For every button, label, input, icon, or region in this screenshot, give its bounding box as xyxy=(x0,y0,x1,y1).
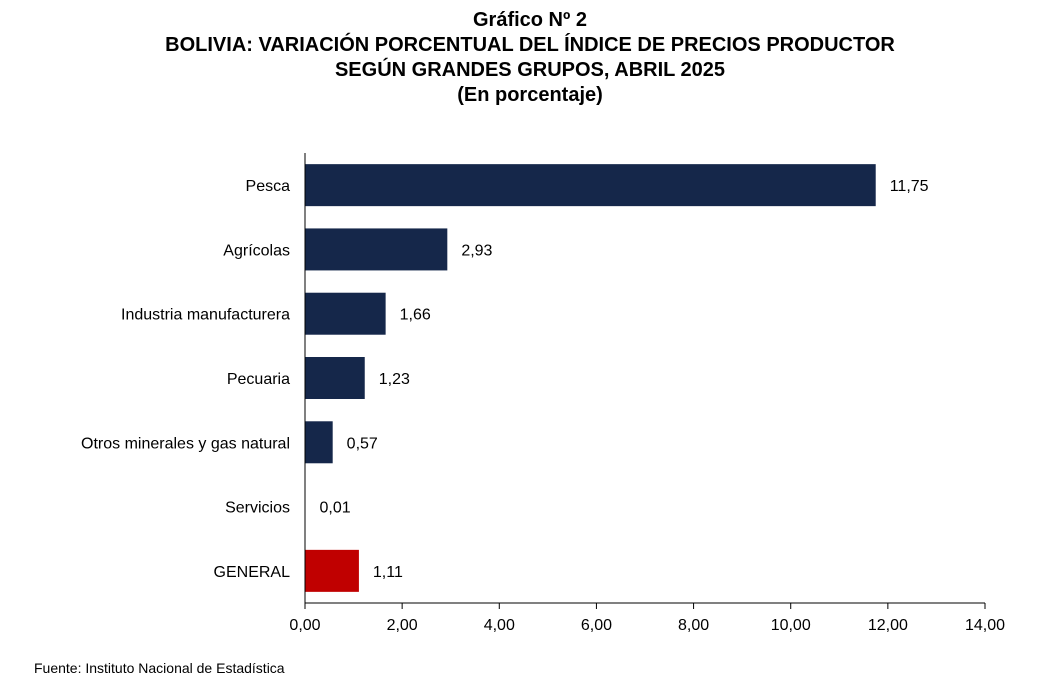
x-tick-label: 8,00 xyxy=(678,617,709,634)
bar xyxy=(305,228,448,271)
chart-title-line-1: BOLIVIA: VARIACIÓN PORCENTUAL DEL ÍNDICE… xyxy=(165,34,895,56)
chart-title-line-2: SEGÚN GRANDES GRUPOS, ABRIL 2025 xyxy=(334,59,726,81)
data-label: 1,11 xyxy=(373,564,403,581)
x-tick-label: 14,00 xyxy=(965,617,1005,634)
x-tick-label: 4,00 xyxy=(484,617,515,634)
bar xyxy=(305,164,876,207)
chart-titles: Gráfico Nº 2 BOLIVIA: VARIACIÓN PORCENTU… xyxy=(0,8,1042,108)
bar xyxy=(305,421,333,464)
data-label: 2,93 xyxy=(461,242,492,259)
data-label: 1,66 xyxy=(400,307,431,324)
category-label: Otros minerales y gas natural xyxy=(81,435,290,452)
figure-label: Gráfico Nº 2 xyxy=(472,9,587,31)
category-label: Servicios xyxy=(225,500,290,517)
bar xyxy=(305,357,365,399)
x-tick-label: 6,00 xyxy=(581,617,612,634)
category-label: Industria manufacturera xyxy=(121,307,290,324)
data-label: 11,75 xyxy=(890,178,929,195)
bar xyxy=(305,292,386,335)
x-tick-label: 10,00 xyxy=(771,617,811,634)
chart-subtitle: (En porcentaje) xyxy=(457,84,603,106)
category-label: Pesca xyxy=(246,178,291,195)
data-label: 0,57 xyxy=(347,435,378,452)
data-label: 1,23 xyxy=(379,371,410,388)
bar-general xyxy=(305,549,359,592)
data-label: 0,01 xyxy=(319,500,350,517)
category-label: GENERAL xyxy=(214,564,291,581)
category-label: Pecuaria xyxy=(227,371,290,388)
x-tick-label: 12,00 xyxy=(868,617,908,634)
x-tick-label: 0,00 xyxy=(289,617,320,634)
category-label: Agrícolas xyxy=(223,242,290,259)
x-tick-label: 2,00 xyxy=(387,617,418,634)
source-note: Fuente: Instituto Nacional de Estadístic… xyxy=(34,660,285,676)
